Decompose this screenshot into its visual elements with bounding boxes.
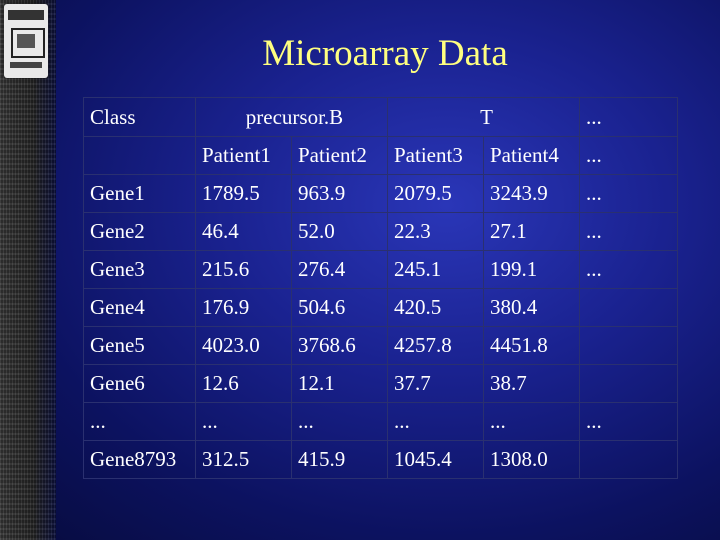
- table-cell: 176.9: [195, 288, 292, 327]
- table-cell: 4257.8: [387, 326, 484, 365]
- empty-header-cell: [83, 136, 196, 175]
- table-cell: [579, 326, 679, 365]
- class-label: Class: [83, 97, 196, 137]
- gene-name: Gene2: [83, 212, 196, 251]
- table-cell: 22.3: [387, 212, 484, 251]
- slide-title: Microarray Data: [262, 33, 508, 74]
- table-cell: ...: [291, 402, 388, 441]
- table-cell: 276.4: [291, 250, 388, 289]
- table-cell: 12.1: [291, 364, 388, 403]
- table-cell: 420.5: [387, 288, 484, 327]
- table-cell: ...: [579, 174, 679, 213]
- table-row: Gene6 12.6 12.1 37.7 38.7: [83, 364, 679, 403]
- table-cell: [579, 288, 679, 327]
- table-cell: 27.1: [482, 212, 581, 251]
- table-cell: 1308.0: [482, 440, 581, 479]
- gene-name: ...: [83, 402, 196, 441]
- memory-card-logo: [4, 4, 48, 78]
- table-row: Gene5 4023.0 3768.6 4257.8 4451.8: [83, 326, 679, 365]
- patient-header-row: Patient1 Patient2 Patient3 Patient4 ...: [83, 136, 679, 175]
- gene-name: Gene1: [83, 174, 196, 213]
- table-cell: 215.6: [195, 250, 292, 289]
- group-more: ...: [579, 97, 679, 137]
- gene-name: Gene4: [83, 288, 196, 327]
- table-cell: 199.1: [482, 250, 581, 289]
- table-cell: 504.6: [291, 288, 388, 327]
- table-cell: 37.7: [387, 364, 484, 403]
- table-cell: 2079.5: [387, 174, 484, 213]
- table-cell: ...: [579, 402, 679, 441]
- table-cell: ...: [579, 212, 679, 251]
- table-cell: ...: [579, 250, 679, 289]
- gene-name: Gene3: [83, 250, 196, 289]
- table-row: Gene2 46.4 52.0 22.3 27.1 ...: [83, 212, 679, 251]
- table-cell: 1789.5: [195, 174, 292, 213]
- table-cell: 4023.0: [195, 326, 292, 365]
- table-cell: 3243.9: [482, 174, 581, 213]
- table-cell: 38.7: [482, 364, 581, 403]
- table-row: Gene3 215.6 276.4 245.1 199.1 ...: [83, 250, 679, 289]
- table-row: Gene4 176.9 504.6 420.5 380.4: [83, 288, 679, 327]
- table-cell: [579, 364, 679, 403]
- group-t: T: [386, 97, 581, 137]
- table-cell: 963.9: [291, 174, 388, 213]
- table-cell: 312.5: [195, 440, 292, 479]
- table-cell: 3768.6: [291, 326, 388, 365]
- gene-name: Gene5: [83, 326, 196, 365]
- patient-header: Patient4: [482, 136, 581, 175]
- left-decorative-stripe: [0, 0, 56, 540]
- group-precursor-b: precursor.B: [195, 97, 388, 137]
- table-cell: 52.0: [291, 212, 388, 251]
- table-cell: 1045.4: [387, 440, 484, 479]
- table-row: Gene8793 312.5 415.9 1045.4 1308.0: [83, 440, 679, 479]
- table-cell: 4451.8: [482, 326, 581, 365]
- table-cell: ...: [387, 402, 484, 441]
- table-cell: 12.6: [195, 364, 292, 403]
- table-cell: 415.9: [291, 440, 388, 479]
- group-header-row: Class precursor.B T ...: [83, 97, 679, 137]
- patient-header: ...: [579, 136, 679, 175]
- table-row: Gene1 1789.5 963.9 2079.5 3243.9 ...: [83, 174, 679, 213]
- table-cell: ...: [195, 402, 292, 441]
- table-cell: 245.1: [387, 250, 484, 289]
- microarray-table: Class precursor.B T ... Patient1 Patient…: [83, 97, 679, 479]
- table-cell: ...: [482, 402, 581, 441]
- table-cell: 46.4: [195, 212, 292, 251]
- patient-header: Patient2: [291, 136, 388, 175]
- gene-name: Gene8793: [83, 440, 196, 479]
- table-cell: 380.4: [482, 288, 581, 327]
- patient-header: Patient3: [387, 136, 484, 175]
- gene-name: Gene6: [83, 364, 196, 403]
- table-row: ... ... ... ... ... ...: [83, 402, 679, 441]
- patient-header: Patient1: [195, 136, 292, 175]
- table-cell: [579, 440, 679, 479]
